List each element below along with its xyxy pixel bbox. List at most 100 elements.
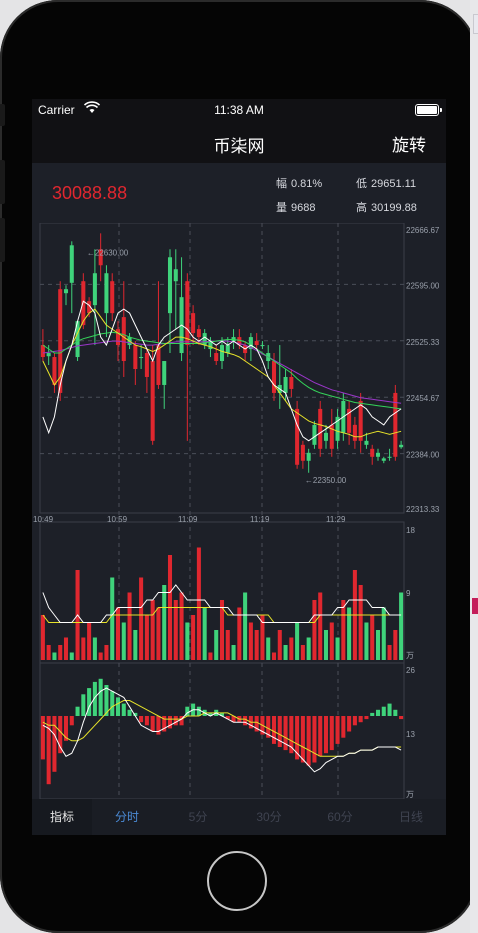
period-tab-bar: 指标 分时 5分 30分 60分 日线 <box>32 799 446 835</box>
macd-bar <box>104 685 109 716</box>
edge-mark <box>473 14 478 34</box>
volume-bar <box>329 622 334 660</box>
candle-down <box>300 444 305 461</box>
macd-bar <box>243 716 248 726</box>
volume-bar <box>196 547 201 660</box>
macd-bar <box>81 694 86 716</box>
volume-bar <box>266 637 271 660</box>
volume-bar <box>323 630 329 660</box>
last-price: 30088.88 <box>52 183 128 203</box>
y-tick-label: 22313.33 <box>406 505 440 514</box>
macd-bar <box>335 716 340 744</box>
volume-bar <box>295 622 300 660</box>
macd-bar <box>133 712 138 716</box>
high-marker-label: ←22630.00 <box>87 249 129 258</box>
candle-up <box>381 458 386 461</box>
volume-bar <box>306 637 311 660</box>
volume-bar <box>243 592 248 660</box>
volume-bar <box>387 645 392 660</box>
tab-30min[interactable]: 30分 <box>256 810 282 824</box>
candle-up <box>399 444 404 448</box>
macd-bar <box>173 716 178 726</box>
candle-up <box>364 440 369 445</box>
candle-up <box>92 273 97 306</box>
volume-bar <box>214 630 219 660</box>
tab-daily[interactable]: 日线 <box>398 810 423 824</box>
volume-bar <box>248 622 253 660</box>
candle-down <box>214 353 219 362</box>
tab-60min[interactable]: 60分 <box>327 810 353 824</box>
candle-down <box>87 301 92 314</box>
candle-up <box>387 456 392 458</box>
macd-bar <box>231 716 236 723</box>
macd-bar <box>110 691 115 716</box>
candle-down <box>358 400 363 441</box>
macd-bar <box>156 716 161 735</box>
macd-bar <box>139 716 144 723</box>
candle-down <box>329 424 334 449</box>
volume-value: 9688 <box>291 202 316 214</box>
macd-bar <box>162 716 167 732</box>
candle-down <box>156 345 161 385</box>
y-tick-label: 22384.00 <box>406 451 440 460</box>
macd-y-tick: 万 <box>406 790 414 799</box>
candle-down <box>115 329 121 346</box>
macd-bar <box>312 716 317 763</box>
volume-bar <box>225 630 230 660</box>
ma-green-line <box>42 331 402 410</box>
home-button[interactable] <box>207 851 267 911</box>
page-title: 币柒网 <box>213 137 265 156</box>
candle-up <box>208 341 213 350</box>
candle-down <box>150 361 155 441</box>
volume-bar <box>46 645 51 660</box>
candle-down <box>98 249 103 266</box>
macd-bar <box>185 706 190 716</box>
volume-bar <box>231 645 236 660</box>
macd-bar <box>58 716 63 754</box>
price-panel-frame <box>39 223 405 514</box>
macd-y-tick: 26 <box>406 666 415 675</box>
candle-up <box>139 357 144 359</box>
macd-bar <box>98 678 103 716</box>
candle-down <box>318 408 323 449</box>
edge-mark <box>472 598 478 614</box>
change-value: 0.81% <box>291 178 323 190</box>
wifi-icon <box>83 101 101 118</box>
volume-bar <box>271 652 277 660</box>
status-bar: Carrier 11:38 AM <box>32 99 446 119</box>
volume-bar <box>63 637 69 660</box>
x-tick-label: 11:19 <box>250 515 270 524</box>
candle-down <box>196 329 201 338</box>
volume-bar <box>185 622 190 660</box>
macd-bar <box>318 716 323 757</box>
volume-bar <box>127 592 132 660</box>
macd-bar <box>46 716 51 785</box>
volume-stat: 量 9688 <box>276 199 315 215</box>
clock: 11:38 AM <box>214 103 264 117</box>
volume-y-tick: 18 <box>406 526 415 535</box>
macd-bar <box>352 716 357 726</box>
macd-bar <box>399 716 404 720</box>
macd-bar <box>370 712 375 716</box>
macd-bar <box>300 716 305 763</box>
volume-bar <box>347 607 352 660</box>
high-label: 高 <box>356 202 367 214</box>
y-tick-label: 22666.67 <box>406 226 440 235</box>
candle-up <box>75 321 80 358</box>
volume-bar <box>312 600 317 660</box>
ma-yellow-line <box>42 308 402 438</box>
volume-bar <box>393 630 398 660</box>
tab-time-share[interactable]: 分时 <box>114 810 139 824</box>
volume-bar <box>173 600 178 660</box>
battery-icon <box>415 104 442 116</box>
kline-chart[interactable]: 22666.67 22595.00 22525.33 22454.67 22384.00… <box>32 223 446 799</box>
macd-bar <box>196 706 201 716</box>
tab-indicator[interactable]: 指标 <box>32 799 92 835</box>
candle-down <box>254 341 259 346</box>
ma-white-line <box>42 300 402 442</box>
volume-bar <box>87 622 92 660</box>
volume-bar <box>69 652 74 660</box>
tab-5min[interactable]: 5分 <box>188 810 208 824</box>
macd-bar <box>40 716 45 760</box>
rotate-button[interactable]: 旋转 <box>392 136 426 155</box>
